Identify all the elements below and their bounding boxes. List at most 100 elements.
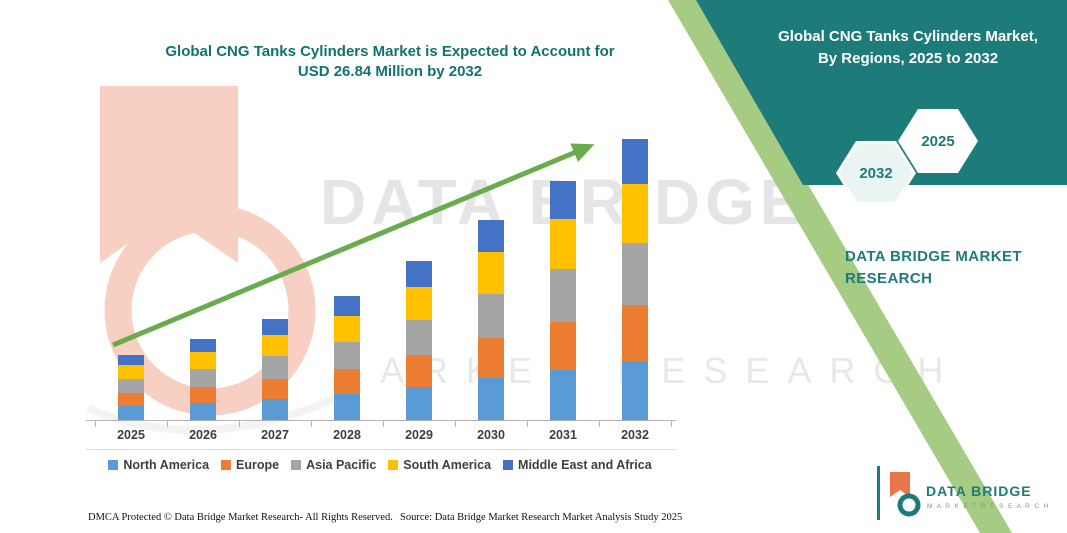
- segment-2025-north-america: [118, 406, 144, 420]
- stacked-bar-2031: [550, 181, 576, 420]
- legend-swatch: [388, 460, 399, 470]
- segment-2027-north-america: [262, 399, 288, 420]
- legend-item-south-america: South America: [388, 458, 491, 472]
- segment-2030-middle-east-and-africa: [478, 220, 504, 252]
- x-label-2032: 2032: [621, 428, 649, 442]
- chart-title-line2: USD 26.84 Million by 2032: [297, 63, 483, 80]
- chart-legend: North America Europe Asia Pacific South Ame…: [80, 458, 680, 472]
- x-axis-labels: 2025 2026 2027 2028 2029 2030 2031 2032: [95, 428, 671, 442]
- segment-2032-middle-east-and-africa: [622, 139, 648, 184]
- logo-divider-rule: [877, 466, 880, 520]
- segment-2027-middle-east-and-africa: [262, 319, 288, 335]
- dmca-notice: DMCA Protected © Data Bridge Market Rese…: [88, 512, 393, 523]
- source-note: Source: Data Bridge Market Research Mark…: [400, 512, 683, 523]
- axis-tick-8: [671, 421, 672, 427]
- segment-2027-asia-pacific: [262, 356, 288, 379]
- segment-2025-south-america: [118, 365, 144, 379]
- segment-2029-south-america: [406, 287, 432, 320]
- segment-2026-asia-pacific: [190, 369, 216, 387]
- right-panel-title-line1: Global CNG Tanks Cylinders Market,: [778, 28, 1038, 45]
- stacked-bar-2026: [190, 339, 216, 420]
- segment-2031-north-america: [550, 370, 576, 420]
- bar-2028: [311, 120, 383, 420]
- legend-swatch: [108, 460, 119, 470]
- bar-2027: [239, 120, 311, 420]
- segment-2032-south-america: [622, 184, 648, 243]
- axis-tick-4: [383, 421, 384, 427]
- segment-2025-asia-pacific: [118, 379, 144, 393]
- x-label-2031: 2031: [549, 428, 577, 442]
- legend-item-north-america: North America: [108, 458, 209, 472]
- data-bridge-logo-icon: [890, 472, 921, 517]
- stacked-bar-2028: [334, 296, 360, 420]
- stacked-bar-2029: [406, 261, 432, 420]
- stacked-bar-2030: [478, 220, 504, 420]
- segment-2031-asia-pacific: [550, 269, 576, 322]
- stacked-bar-2032: [622, 139, 648, 420]
- x-label-2028: 2028: [333, 428, 361, 442]
- hexagon-2025-label: 2025: [921, 132, 955, 150]
- axis-tick-3: [311, 421, 312, 427]
- legend-label: Asia Pacific: [306, 458, 377, 472]
- x-axis-ticks: [95, 421, 672, 427]
- legend-item-asia-pacific: Asia Pacific: [291, 458, 376, 472]
- segment-2027-europe: [262, 379, 288, 399]
- legend-label: Middle East and Africa: [518, 458, 652, 472]
- segment-2026-europe: [190, 387, 216, 403]
- segment-2028-south-america: [334, 316, 360, 342]
- segment-2030-asia-pacific: [478, 294, 504, 338]
- legend-label: Europe: [236, 458, 280, 472]
- x-label-2026: 2026: [189, 428, 217, 442]
- axis-tick-6: [527, 421, 528, 427]
- segment-2031-south-america: [550, 219, 576, 269]
- bar-2025: [95, 120, 167, 420]
- segment-2032-north-america: [622, 361, 648, 420]
- axis-tick-2: [239, 421, 240, 427]
- logo-name-text: DATA BRIDGE: [926, 483, 1032, 499]
- segment-2026-south-america: [190, 352, 216, 369]
- axis-tick-0: [95, 421, 96, 427]
- legend-item-europe: Europe: [221, 458, 279, 472]
- x-label-2029: 2029: [405, 428, 433, 442]
- segment-2026-middle-east-and-africa: [190, 339, 216, 352]
- segment-2025-europe: [118, 393, 144, 406]
- segment-2032-europe: [622, 305, 648, 361]
- bar-2026: [167, 120, 239, 420]
- bar-2029: [383, 120, 455, 420]
- segment-2029-north-america: [406, 387, 432, 420]
- x-label-2030: 2030: [477, 428, 505, 442]
- segment-2026-north-america: [190, 403, 216, 420]
- segment-2029-middle-east-and-africa: [406, 261, 432, 287]
- segment-2028-asia-pacific: [334, 342, 360, 369]
- right-panel-title-line2: By Regions, 2025 to 2032: [817, 50, 999, 67]
- stacked-bar-plot: [95, 120, 671, 420]
- segment-2031-middle-east-and-africa: [550, 181, 576, 219]
- segment-2031-europe: [550, 322, 576, 370]
- axis-tick-1: [167, 421, 168, 427]
- segment-2028-europe: [334, 369, 360, 394]
- legend-label: North America: [123, 458, 210, 472]
- legend-item-middle-east-and-africa: Middle East and Africa: [503, 458, 652, 472]
- brand-wordmark-line2: RESEARCH: [845, 270, 933, 287]
- chart-title-line1: Global CNG Tanks Cylinders Market is Exp…: [165, 43, 615, 60]
- x-label-2027: 2027: [261, 428, 289, 442]
- stacked-bar-2025: [118, 355, 144, 420]
- segment-2025-middle-east-and-africa: [118, 355, 144, 365]
- segment-2030-europe: [478, 338, 504, 378]
- bar-2030: [455, 120, 527, 420]
- brand-wordmark-line1: DATA BRIDGE MARKET: [845, 248, 1022, 265]
- segment-2027-south-america: [262, 335, 288, 356]
- stacked-bar-2027: [262, 319, 288, 420]
- legend-swatch: [291, 460, 302, 470]
- segment-2030-north-america: [478, 378, 504, 420]
- segment-2028-middle-east-and-africa: [334, 296, 360, 316]
- segment-2029-europe: [406, 355, 432, 387]
- segment-2032-asia-pacific: [622, 243, 648, 305]
- legend-swatch: [221, 460, 232, 470]
- segment-2029-asia-pacific: [406, 320, 432, 355]
- x-label-2025: 2025: [117, 428, 145, 442]
- axis-underline: [86, 449, 676, 450]
- segment-2030-south-america: [478, 252, 504, 294]
- legend-swatch: [503, 460, 514, 470]
